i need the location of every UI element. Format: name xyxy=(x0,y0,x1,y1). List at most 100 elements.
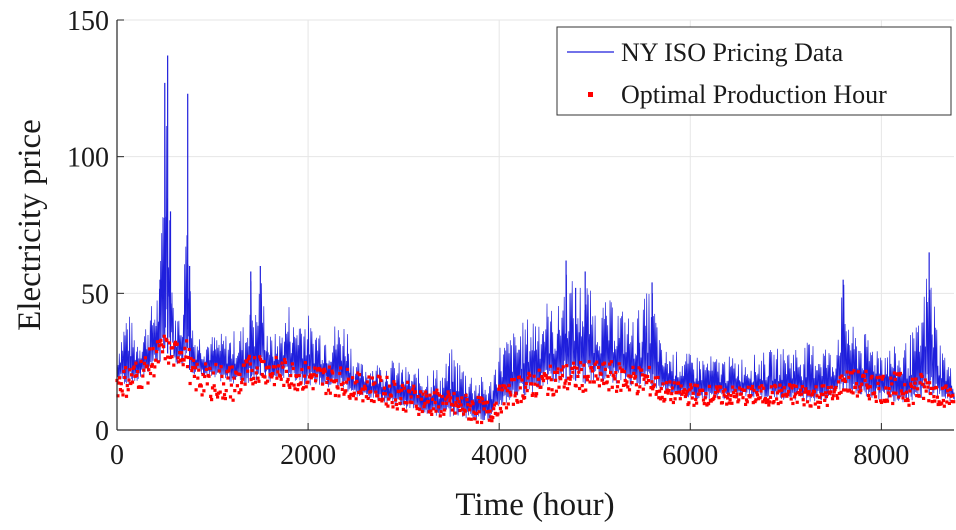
optimal-hour-marker xyxy=(465,398,469,402)
optimal-hour-marker xyxy=(421,392,425,396)
optimal-hour-marker xyxy=(415,407,419,411)
optimal-hour-marker xyxy=(212,384,216,388)
optimal-hour-marker xyxy=(848,371,853,375)
optimal-hour-marker xyxy=(901,396,905,400)
optimal-hour-marker xyxy=(672,381,676,385)
optimal-hour-marker xyxy=(118,376,122,380)
optimal-hour-marker xyxy=(484,401,488,405)
optimal-hour-marker xyxy=(444,401,448,405)
optimal-hour-marker xyxy=(910,384,914,388)
optimal-hour-marker xyxy=(222,382,226,386)
optimal-hour-marker xyxy=(394,402,399,407)
optimal-hour-marker xyxy=(338,371,342,376)
optimal-hour-marker xyxy=(752,388,756,392)
optimal-hour-marker xyxy=(616,380,620,384)
optimal-hour-marker xyxy=(770,391,774,395)
optimal-hour-marker xyxy=(654,392,658,396)
optimal-hour-marker xyxy=(279,377,283,381)
optimal-hour-marker xyxy=(825,403,829,407)
optimal-hour-marker xyxy=(300,367,304,372)
optimal-hour-marker xyxy=(605,380,609,384)
optimal-hour-marker xyxy=(645,381,649,385)
optimal-hour-marker xyxy=(330,369,334,373)
optimal-hour-marker xyxy=(876,381,880,385)
optimal-hour-marker xyxy=(741,396,745,400)
optimal-hour-marker xyxy=(325,380,329,384)
optimal-hour-marker xyxy=(884,386,888,390)
optimal-hour-marker xyxy=(571,370,575,374)
optimal-hour-marker xyxy=(228,366,232,370)
optimal-hour-marker xyxy=(452,391,456,396)
optimal-hour-marker xyxy=(380,399,384,403)
optimal-hour-marker xyxy=(283,360,288,364)
optimal-hour-marker xyxy=(597,384,601,388)
optimal-hour-marker xyxy=(779,400,783,404)
optimal-hour-marker xyxy=(507,383,511,387)
optimal-hour-marker xyxy=(727,401,731,405)
optimal-hour-marker xyxy=(423,401,427,406)
optimal-hour-marker xyxy=(173,340,178,344)
optimal-hour-marker xyxy=(504,406,509,410)
optimal-hour-marker xyxy=(651,387,655,391)
optimal-hour-marker xyxy=(667,389,671,393)
optimal-hour-marker xyxy=(627,388,632,392)
optimal-hour-marker xyxy=(436,392,440,396)
optimal-hour-marker xyxy=(707,401,711,406)
optimal-hour-marker xyxy=(842,388,846,392)
optimal-hour-marker xyxy=(794,384,798,388)
optimal-hour-marker xyxy=(641,387,645,391)
optimal-hour-marker xyxy=(619,388,623,392)
optimal-hour-marker xyxy=(360,387,364,391)
optimal-hour-marker xyxy=(850,371,854,375)
optimal-hour-marker xyxy=(691,391,695,395)
series-pricing-data xyxy=(116,55,955,421)
optimal-hour-marker xyxy=(575,366,579,370)
optimal-hour-marker xyxy=(606,374,610,378)
optimal-hour-marker xyxy=(208,366,212,370)
optimal-hour-marker xyxy=(533,382,537,386)
optimal-hour-marker xyxy=(912,386,916,390)
optimal-hour-marker xyxy=(142,361,147,365)
optimal-hour-marker xyxy=(310,374,314,378)
optimal-hour-marker xyxy=(196,376,200,380)
optimal-hour-marker xyxy=(424,390,428,394)
optimal-hour-marker xyxy=(382,392,386,396)
optimal-hour-marker xyxy=(856,370,860,374)
optimal-hour-marker xyxy=(481,401,485,405)
optimal-hour-marker xyxy=(260,372,264,377)
optimal-hour-marker xyxy=(678,397,682,401)
optimal-hour-marker xyxy=(187,347,191,352)
optimal-hour-marker xyxy=(688,388,692,392)
optimal-hour-marker xyxy=(834,385,838,390)
optimal-hour-marker xyxy=(258,355,262,359)
optimal-hour-marker xyxy=(331,371,335,375)
optimal-hour-marker xyxy=(891,391,896,395)
optimal-hour-marker xyxy=(462,412,466,416)
optimal-hour-marker xyxy=(885,399,890,403)
optimal-hour-marker xyxy=(505,389,509,393)
optimal-hour-marker xyxy=(363,387,368,391)
optimal-hour-marker xyxy=(830,385,834,389)
optimal-hour-marker xyxy=(685,389,689,393)
optimal-hour-marker xyxy=(296,388,300,392)
optimal-hour-marker xyxy=(231,398,235,402)
optimal-hour-marker xyxy=(789,397,793,401)
optimal-hour-marker xyxy=(530,393,534,397)
optimal-hour-marker xyxy=(485,410,489,414)
optimal-hour-marker xyxy=(478,400,482,404)
optimal-hour-marker xyxy=(431,407,436,411)
optimal-hour-marker xyxy=(503,384,507,388)
optimal-hour-marker xyxy=(383,392,387,396)
optimal-hour-marker xyxy=(354,397,358,401)
optimal-hour-marker xyxy=(490,419,494,423)
optimal-hour-marker xyxy=(233,389,237,393)
optimal-hour-marker xyxy=(566,376,571,380)
optimal-hour-marker xyxy=(652,383,657,387)
optimal-hour-marker xyxy=(459,403,463,407)
optimal-hour-marker xyxy=(474,411,479,415)
optimal-hour-marker xyxy=(566,387,570,391)
optimal-hour-marker xyxy=(790,386,794,390)
optimal-hour-marker xyxy=(928,381,932,385)
optimal-hour-marker xyxy=(763,397,767,401)
